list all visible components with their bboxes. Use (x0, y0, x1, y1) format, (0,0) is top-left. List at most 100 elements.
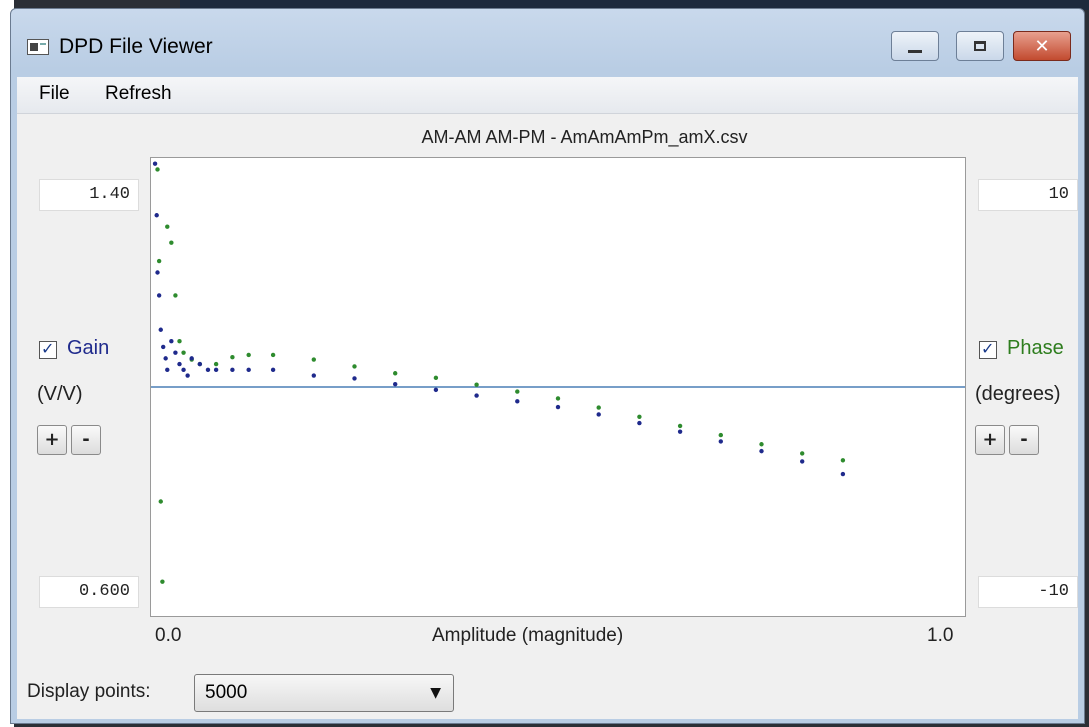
gain-point (161, 344, 166, 350)
phase-checkbox-label[interactable]: Phase (1007, 337, 1064, 359)
gain-min-input[interactable]: 0.600 (39, 576, 139, 608)
phase-point (158, 499, 163, 504)
maximize-button[interactable] (956, 31, 1004, 61)
phase-point (393, 371, 398, 376)
phase-checkbox[interactable] (979, 339, 997, 359)
phase-point (169, 240, 174, 245)
phase-point (156, 258, 162, 264)
gain-point (154, 213, 159, 218)
phase-point (555, 396, 561, 401)
phase-point (352, 364, 357, 369)
gain-unit-label: (V/V) (37, 383, 83, 405)
phase-point (596, 405, 601, 410)
gain-point (173, 350, 178, 355)
phase-point (433, 375, 439, 381)
phase-unit-label: (degrees) (975, 383, 1061, 405)
minimize-button[interactable] (891, 31, 939, 61)
display-points-select[interactable]: 5000 ▼ (194, 674, 454, 712)
gain-point (759, 448, 764, 454)
display-points-value: 5000 (205, 682, 248, 703)
gain-point (677, 429, 683, 434)
menu-bar: File Refresh (17, 77, 1078, 114)
gain-point (433, 387, 439, 393)
x-axis-min-label: 0.0 (155, 625, 182, 646)
app-window: DPD File Viewer ✕ File Refresh AM-AM AM-… (10, 8, 1085, 724)
gain-point (163, 356, 168, 361)
gain-point (152, 161, 158, 166)
phase-point (515, 389, 520, 394)
gain-checkbox-label[interactable]: Gain (67, 337, 110, 359)
scatter-plot[interactable] (150, 157, 966, 617)
phase-point (677, 423, 683, 429)
gain-point (181, 367, 186, 373)
gain-point (213, 367, 219, 373)
gain-max-input[interactable]: 1.40 (39, 179, 139, 211)
close-icon: ✕ (1034, 35, 1050, 57)
phase-point (213, 361, 219, 367)
gain-point (555, 404, 561, 410)
phase-point (718, 432, 723, 438)
phase-point (270, 352, 276, 358)
maximize-icon (974, 41, 986, 51)
phase-min-input[interactable]: -10 (978, 576, 1078, 608)
phase-point (230, 355, 235, 360)
phase-max-input[interactable]: 10 (978, 179, 1078, 211)
gain-point (158, 327, 163, 332)
phase-point (246, 352, 251, 358)
gain-point (185, 373, 190, 378)
phase-point (155, 167, 160, 172)
phase-point (177, 339, 182, 344)
gain-point (596, 412, 601, 417)
x-axis-label: Amplitude (magnitude) (432, 625, 624, 646)
display-points-label: Display points: (27, 681, 151, 702)
gain-point (230, 367, 235, 373)
gain-point (311, 373, 316, 378)
gain-point (165, 367, 170, 373)
gain-point (156, 293, 162, 298)
gain-point (246, 367, 251, 373)
gain-point (393, 381, 398, 387)
desktop-backdrop-top (180, 0, 1089, 10)
gain-zoom-in-button[interactable]: + (37, 425, 67, 455)
gain-point (718, 439, 723, 444)
chevron-down-icon: ▼ (430, 685, 441, 701)
gain-point (840, 471, 846, 477)
gain-point (205, 367, 211, 373)
phase-point (181, 350, 186, 355)
client-area: File Refresh AM-AM AM-PM - AmAmAmPm_amX.… (17, 77, 1078, 719)
gain-point (189, 356, 194, 361)
gain-point (515, 399, 520, 404)
menu-file[interactable]: File (39, 83, 70, 104)
title-bar[interactable]: DPD File Viewer ✕ (11, 9, 1084, 75)
phase-zoom-in-button[interactable]: + (975, 425, 1005, 455)
close-button[interactable]: ✕ (1013, 31, 1071, 61)
gain-point (155, 270, 160, 275)
gain-point (637, 420, 642, 426)
phase-zoom-out-button[interactable]: - (1009, 425, 1039, 455)
phase-point (311, 357, 316, 362)
phase-point (840, 458, 846, 463)
gain-point (197, 361, 203, 367)
window-title: DPD File Viewer (59, 35, 213, 58)
phase-point (160, 579, 165, 584)
gain-point (800, 459, 805, 464)
chart-title: AM-AM AM-PM - AmAmAmPm_amX.csv (421, 127, 748, 147)
scatter-plot-canvas (151, 161, 965, 584)
gain-point (352, 376, 357, 381)
gain-checkbox[interactable] (39, 339, 57, 359)
gain-zoom-out-button[interactable]: - (71, 425, 101, 455)
phase-point (759, 442, 764, 447)
gain-point (270, 367, 276, 373)
phase-point (637, 414, 642, 419)
phase-point (165, 224, 170, 229)
app-window-icon (27, 39, 49, 55)
gain-point (474, 393, 479, 398)
minimize-icon (908, 49, 922, 53)
gain-point (169, 339, 174, 344)
x-axis-max-label: 1.0 (927, 625, 954, 646)
phase-point (474, 382, 479, 387)
menu-refresh[interactable]: Refresh (105, 83, 172, 104)
gain-point (177, 361, 182, 367)
phase-point (800, 451, 805, 456)
phase-point (173, 293, 178, 298)
